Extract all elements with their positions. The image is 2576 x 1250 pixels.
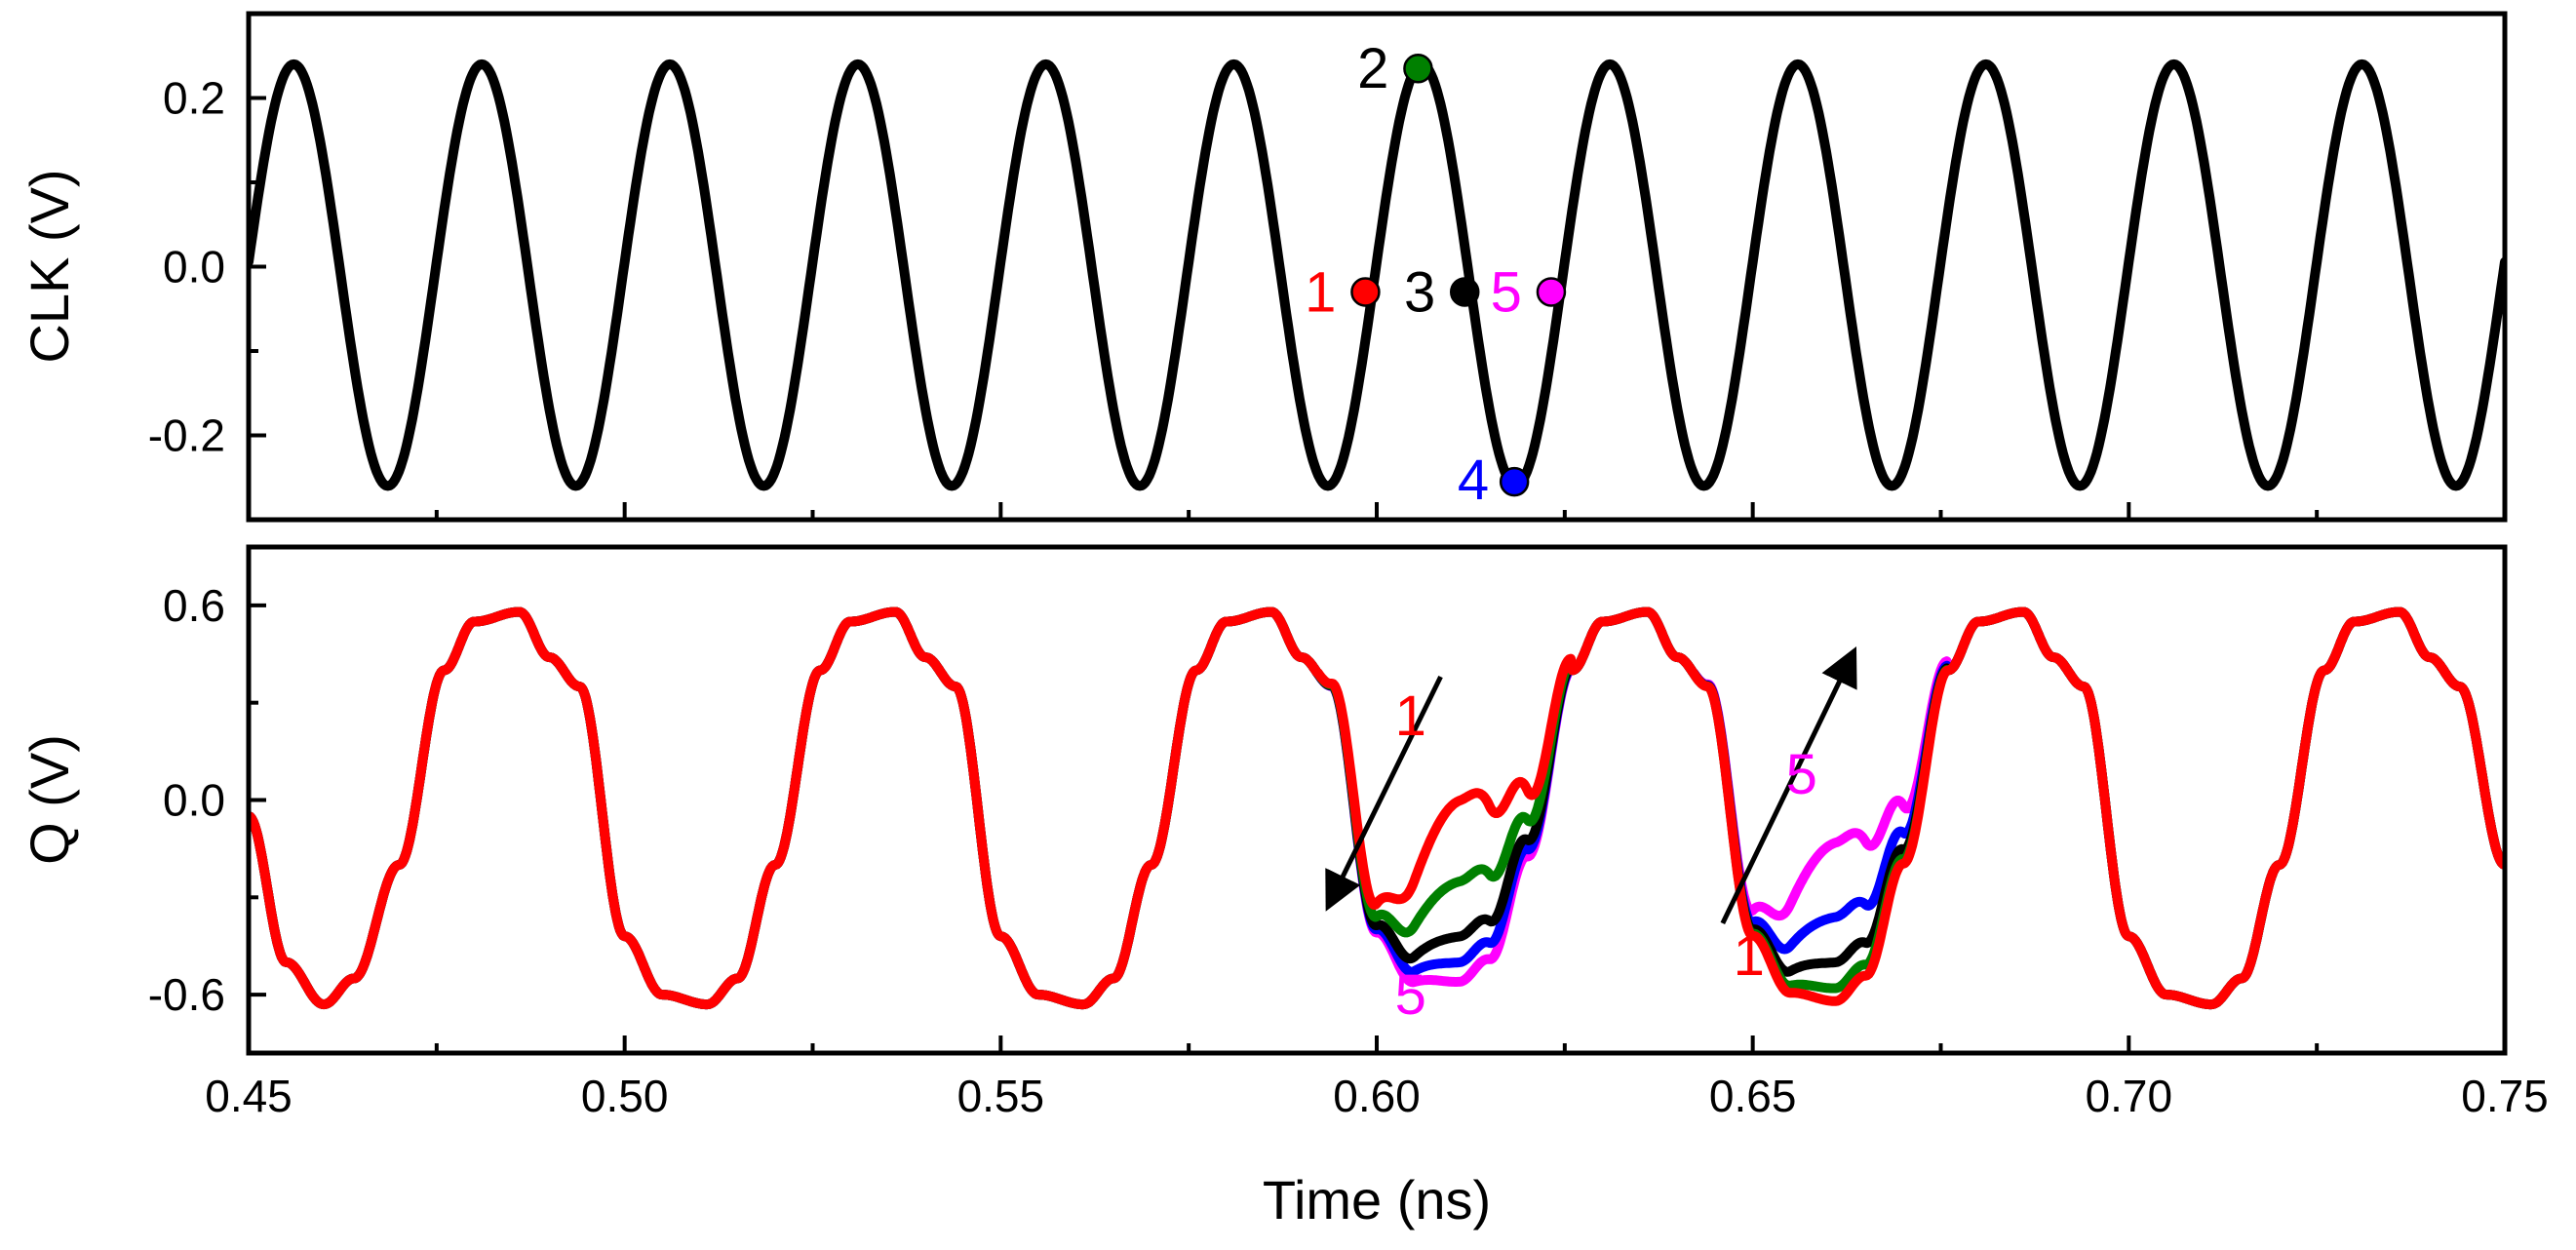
y-tick-label: 0.2 xyxy=(163,73,225,124)
x-axis-label: Time (ns) xyxy=(1263,1169,1491,1230)
q-waveform-1 xyxy=(249,606,2505,1010)
clk-marker-4 xyxy=(1499,466,1530,497)
x-tick-label: 0.60 xyxy=(1333,1071,1421,1121)
y-tick-label: 0.6 xyxy=(163,580,225,631)
clk-y-axis: -0.2 0.0 0.2 xyxy=(148,73,266,461)
clk-panel: -0.2 0.0 0.2 CLK (V) 1 2 3 4 5 xyxy=(19,11,2508,523)
q-annotation-1: 1 xyxy=(1395,684,1426,748)
x-tick-label: 0.45 xyxy=(205,1071,293,1121)
q-panel: -0.60.00.6 0.45 0.50 0.55 0.60 0.65 0.70 0.75 … xyxy=(19,544,2549,1230)
q-annotation-1: 1 xyxy=(1734,924,1765,988)
clk-marker-label-5: 5 xyxy=(1491,260,1522,324)
clk-marker-label-1: 1 xyxy=(1305,260,1336,324)
clk-marker-1 xyxy=(1350,277,1381,307)
x-tick-label: 0.70 xyxy=(2086,1071,2173,1121)
y-tick-label: -0.6 xyxy=(148,969,225,1020)
clk-marker-3 xyxy=(1449,277,1480,307)
q-plot-area xyxy=(249,606,2505,1010)
trend-arrow xyxy=(1325,675,1443,912)
clk-plot-frame xyxy=(246,11,2508,523)
trend-arrow xyxy=(1720,645,1857,925)
y-tick-label: 0.0 xyxy=(163,775,225,826)
x-tick-label: 0.50 xyxy=(581,1071,669,1121)
clk-plot-area xyxy=(249,53,2505,497)
clk-marker-label-4: 4 xyxy=(1458,449,1489,512)
clk-marker-5 xyxy=(1536,277,1567,307)
clk-marker-label-2: 2 xyxy=(1357,37,1388,100)
q-x-axis: 0.45 0.50 0.55 0.60 0.65 0.70 0.75 xyxy=(205,1035,2549,1121)
clk-y-axis-label: CLK (V) xyxy=(19,169,80,363)
q-plot-frame xyxy=(246,544,2508,1056)
q-annotation-5: 5 xyxy=(1395,963,1426,1027)
q-y-axis-label: Q (V) xyxy=(19,734,80,865)
x-tick-label: 0.75 xyxy=(2461,1071,2549,1121)
clk-x-ticks xyxy=(247,502,2507,520)
y-tick-label: 0.0 xyxy=(163,242,225,293)
q-annotation-5: 5 xyxy=(1786,743,1817,806)
clk-marker-2 xyxy=(1403,53,1433,84)
y-tick-label: -0.2 xyxy=(148,410,225,461)
clk-waveform xyxy=(249,59,2505,491)
x-tick-label: 0.65 xyxy=(1709,1071,1797,1121)
q-y-axis: -0.6 0.0 0.6 xyxy=(148,580,266,1020)
x-tick-label: 0.55 xyxy=(957,1071,1045,1121)
clk-marker-label-3: 3 xyxy=(1404,260,1435,324)
